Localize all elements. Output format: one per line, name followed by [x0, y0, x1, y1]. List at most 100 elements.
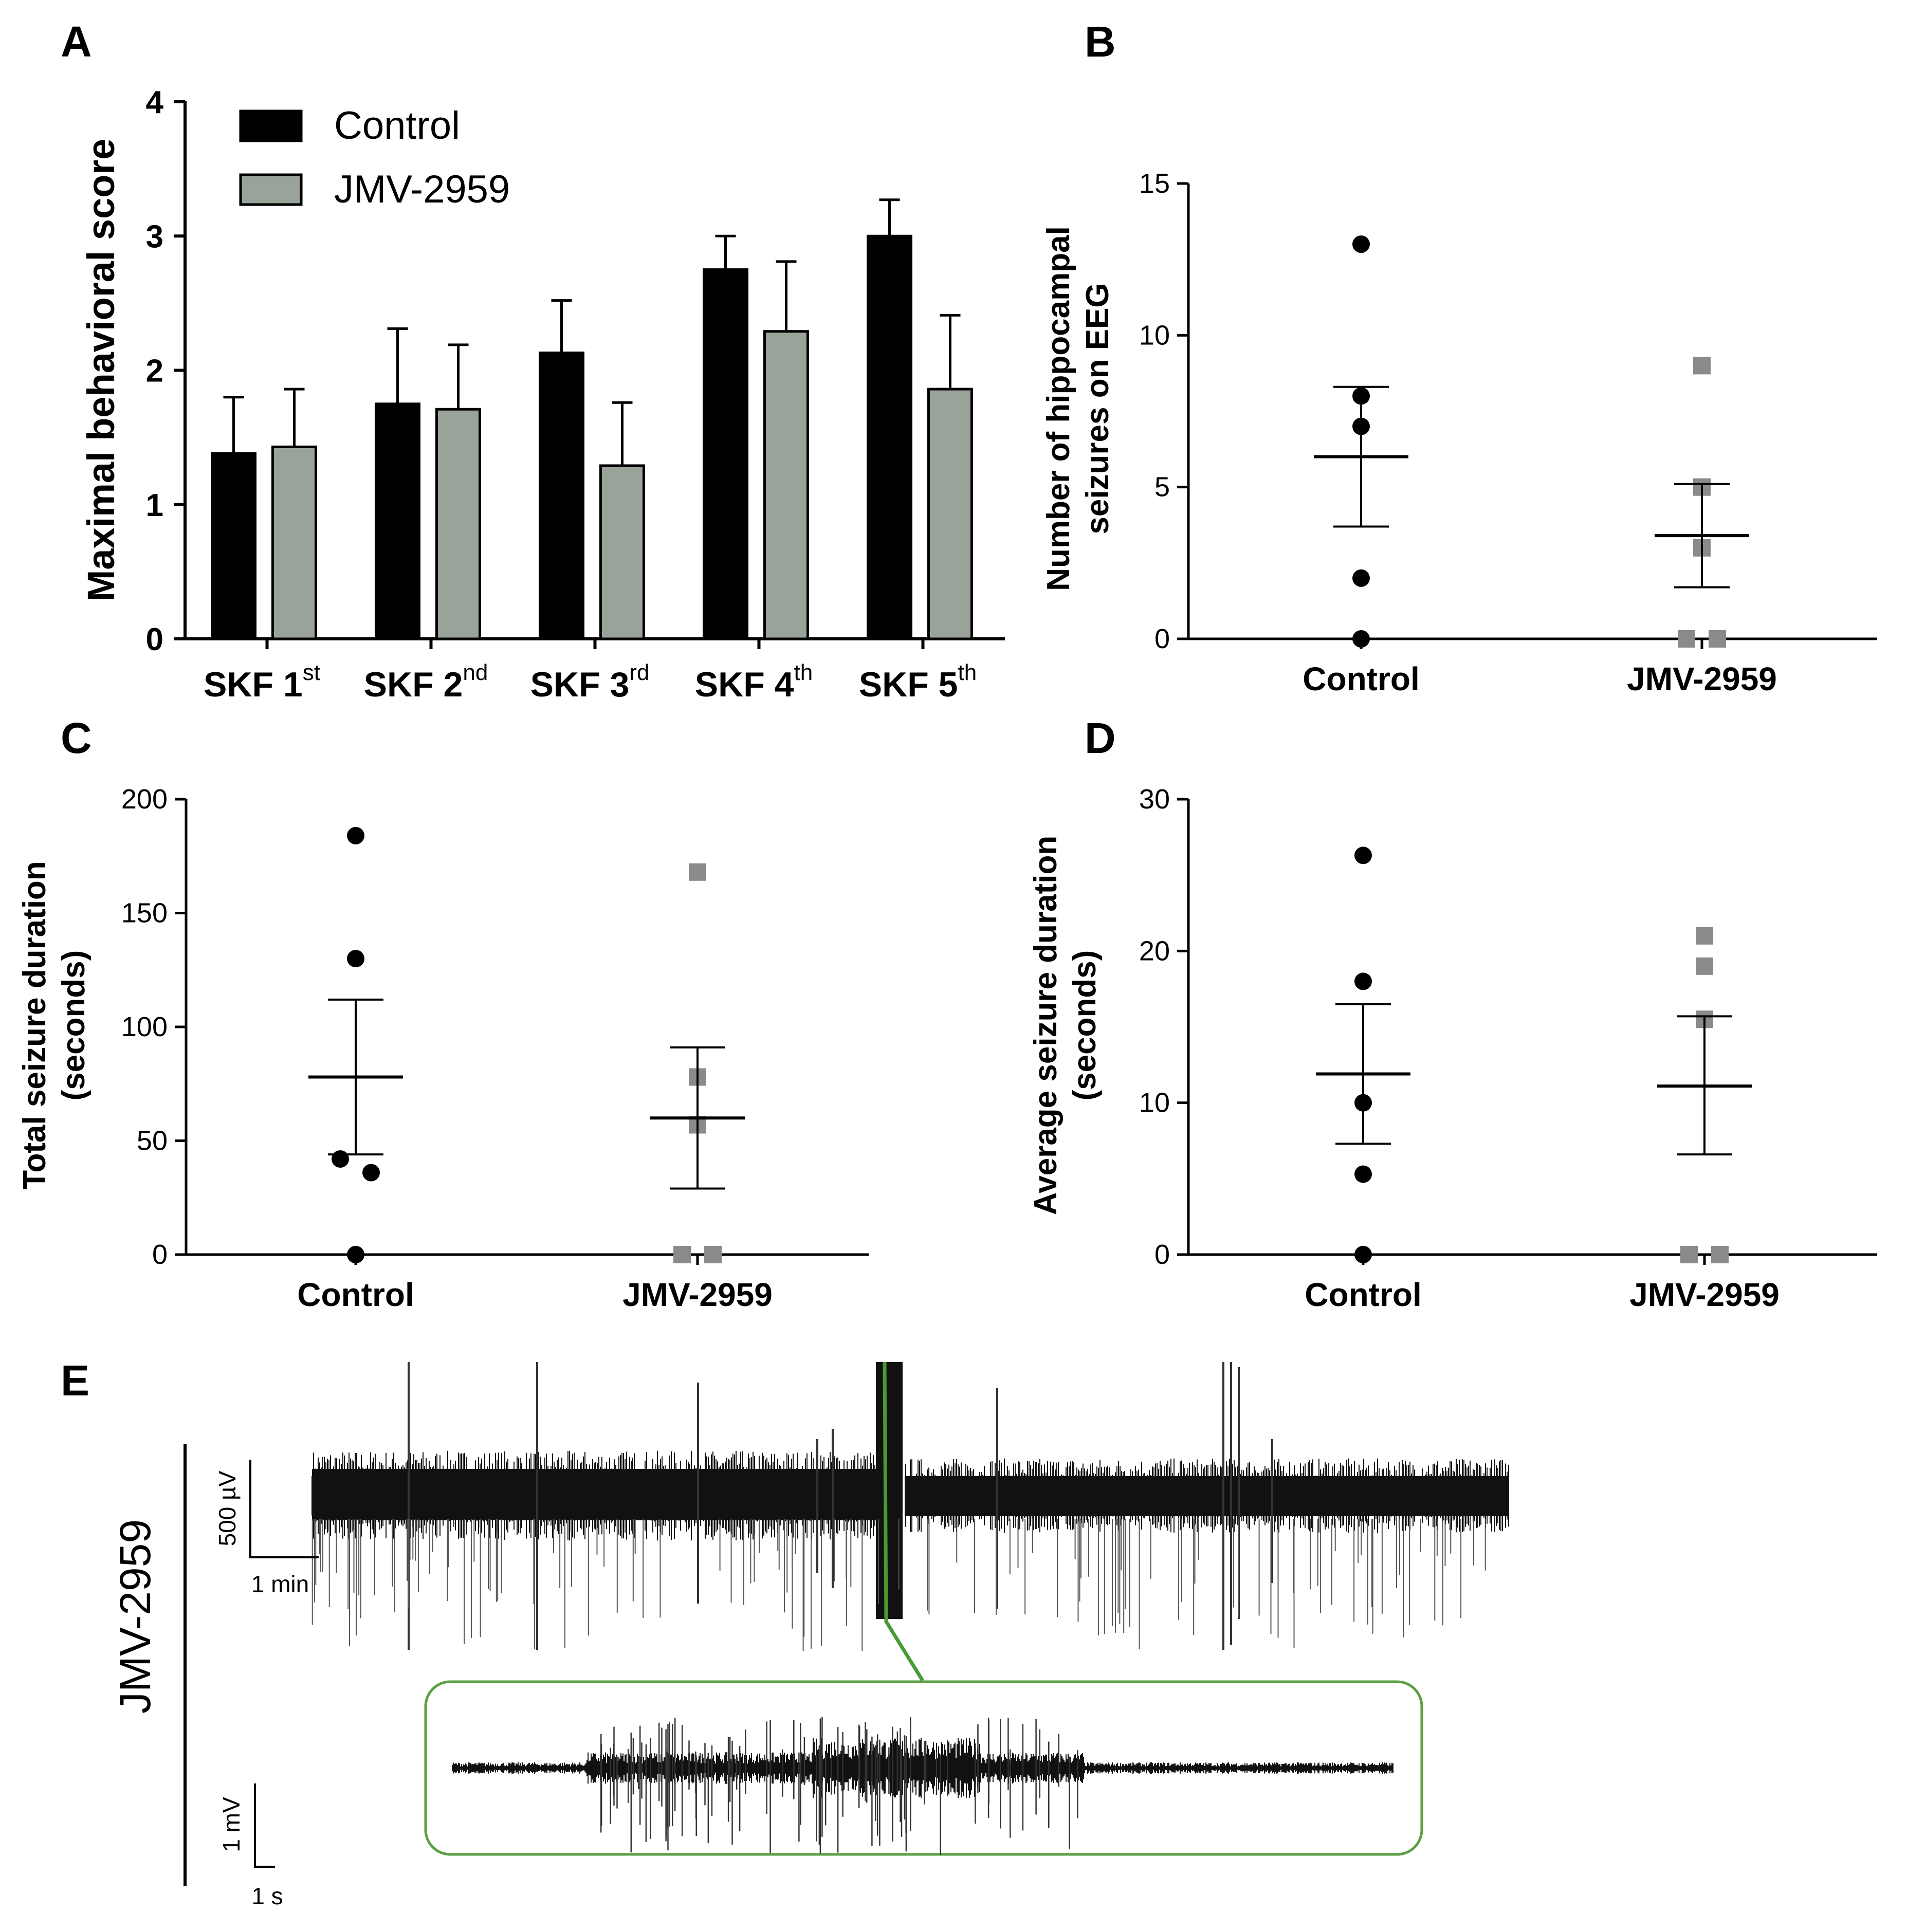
x-tick-label: JMV-2959: [622, 1276, 773, 1313]
x-tick-label: JMV-2959: [1629, 1276, 1780, 1313]
y-tick-label: 0: [146, 622, 163, 657]
bar-control: [703, 268, 748, 640]
legend-label-jmv-2959: JMV-2959: [334, 168, 510, 211]
bar-jmv-2959: [271, 445, 317, 640]
x-tick-label: Control: [1305, 1276, 1422, 1313]
y-tick-label: 50: [137, 1126, 168, 1156]
data-point-control: [1352, 630, 1370, 648]
x-tick-label: Control: [297, 1276, 414, 1313]
scale-bar-top-horizontal-label: 1 min: [251, 1571, 309, 1597]
y-tick-label: 5: [1154, 472, 1170, 503]
panel-d-scatter-chart: 0 10 20 30 Average seizure duration (seconds)…: [1028, 784, 1877, 1313]
data-point-jmv-2959: [704, 1246, 722, 1263]
y-axis-label: (seconds): [56, 950, 91, 1101]
x-tick-label: JMV-2959: [1627, 660, 1777, 697]
scale-bar-top-vertical-label: 500 µV: [214, 1470, 241, 1546]
data-point-jmv-2959: [1680, 1246, 1698, 1263]
zoom-connector-line: [883, 1361, 924, 1682]
scale-bar-bottom: [254, 1783, 275, 1868]
data-point-jmv-2959: [673, 1246, 691, 1263]
y-tick-label: 10: [1139, 1088, 1170, 1118]
data-point-jmv-2959: [1696, 927, 1713, 945]
x-tick-label: Control: [1303, 660, 1420, 697]
data-point-control: [362, 1164, 380, 1182]
data-point-control: [347, 1246, 364, 1263]
data-point-jmv-2959: [1696, 957, 1713, 975]
y-tick-label: 2: [146, 354, 163, 389]
y-tick-label: 30: [1139, 784, 1170, 815]
legend-swatch-jmv-2959: [239, 173, 303, 206]
y-axis-label: seizures on EEG: [1080, 283, 1115, 534]
data-point-control: [1354, 972, 1372, 990]
panel-e-eeg-traces: JMV-2959 500 µV 1 min 1 mV 1 s: [111, 1361, 1509, 1909]
y-tick-label: 1: [146, 488, 163, 523]
x-tick-label: SKF 5th: [859, 660, 977, 704]
bar-control: [375, 402, 420, 640]
y-axis-label: Maximal behavioral score: [80, 139, 122, 602]
y-tick-label: 100: [121, 1011, 168, 1042]
bar-control: [539, 352, 584, 640]
data-point-control: [347, 826, 364, 844]
data-point-jmv-2959: [1678, 630, 1695, 648]
bar-control: [211, 452, 256, 640]
y-tick-label: 15: [1139, 168, 1170, 199]
bar-jmv-2959: [599, 464, 645, 640]
panel-label-a: A: [61, 17, 92, 66]
bar-jmv-2959: [435, 408, 481, 640]
x-tick-label: SKF 4th: [695, 660, 813, 704]
legend: Control JMV-2959: [239, 104, 510, 211]
eeg-trace-overview: [311, 1362, 1509, 1651]
panel-label-e: E: [61, 1356, 89, 1405]
y-axis-label: (seconds): [1067, 950, 1103, 1101]
data-point-control: [332, 1150, 349, 1168]
panel-label-c: C: [61, 714, 92, 762]
data-point-jmv-2959: [1693, 357, 1711, 375]
y-tick-label: 0: [1154, 1239, 1170, 1270]
eeg-noise: [311, 1450, 1509, 1541]
legend-label-control: Control: [334, 104, 460, 148]
group-label-jmv-2959: JMV-2959: [111, 1519, 159, 1714]
data-point-jmv-2959: [1711, 1246, 1729, 1263]
y-axis-label: Average seizure duration: [1028, 836, 1063, 1216]
y-tick-label: 10: [1139, 320, 1170, 351]
y-tick-label: 150: [121, 898, 168, 929]
panel-b-scatter-chart: 0 5 10 15 Number of hippocampal seizures on E…: [1041, 168, 1877, 697]
legend-swatch-control: [239, 109, 303, 142]
y-axis-label: Total seizure duration: [17, 861, 52, 1190]
data-point-control: [347, 950, 364, 968]
panel-label-d: D: [1085, 714, 1116, 762]
scale-bar-bottom-vertical-label: 1 mV: [218, 1797, 245, 1852]
data-point-control: [1354, 847, 1372, 864]
data-point-control: [1354, 1246, 1372, 1263]
zoom-box: [424, 1680, 1423, 1856]
y-tick-label: 0: [152, 1239, 168, 1270]
y-axis-label: Number of hippocampal: [1041, 226, 1076, 591]
data-point-jmv-2959: [689, 863, 706, 881]
bar-jmv-2959: [763, 330, 809, 640]
scale-bar-top: [249, 1460, 319, 1558]
y-tick-label: 0: [1154, 623, 1170, 654]
bar-jmv-2959: [927, 388, 973, 640]
bar-control: [867, 234, 912, 640]
x-tick-label: SKF 1st: [204, 660, 320, 704]
eeg-downward-deflections: [311, 1519, 1486, 1651]
y-tick-label: 200: [121, 784, 168, 815]
x-tick-label: SKF 3rd: [530, 660, 650, 704]
eeg-burst: [876, 1362, 903, 1619]
y-tick-label: 4: [146, 85, 164, 120]
eeg-zoom-noise: [452, 1738, 1393, 1798]
data-point-control: [1354, 1165, 1372, 1183]
data-point-jmv-2959: [1709, 630, 1726, 648]
panel-label-b: B: [1085, 17, 1116, 66]
scale-bar-bottom-horizontal-label: 1 s: [251, 1883, 283, 1909]
panel-c-scatter-chart: 0 50 100 150 200 Total seizure duration (secon…: [17, 784, 869, 1313]
y-tick-label: 20: [1139, 935, 1170, 966]
y-tick-label: 3: [146, 219, 163, 254]
eeg-trace-zoomed: [452, 1717, 1393, 1855]
data-point-control: [1352, 569, 1370, 587]
panel-a-bar-chart: 0 1 2 3 4 Maximal behavioral score SKF 1st SKF …: [80, 85, 1005, 704]
data-point-control: [1352, 235, 1370, 253]
x-tick-label: SKF 2nd: [364, 660, 488, 704]
eeg-zoom-spikes: [600, 1717, 1078, 1855]
